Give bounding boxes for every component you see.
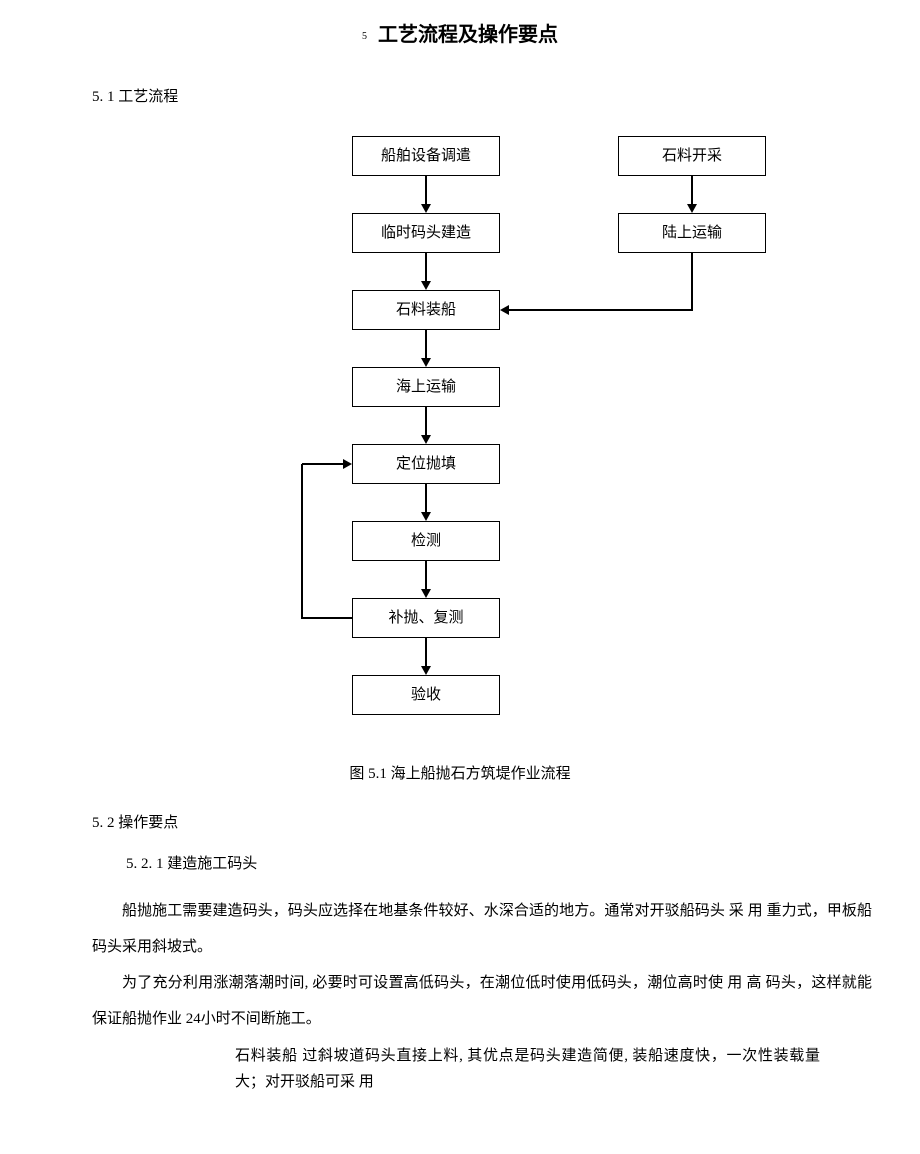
section-5-2-heading: 5. 2 操作要点 — [92, 811, 920, 832]
paragraph-1: 船抛施工需要建造码头，码头应选择在地基条件较好、水深合适的地方。通常对开驳船码头… — [92, 893, 872, 965]
section-5-2-1-heading: 5. 2. 1 建造施工码头 — [126, 852, 920, 873]
flowchart-line — [425, 330, 427, 359]
flowchart-node-n1: 船舶设备调遣 — [352, 136, 500, 176]
section-5-1-heading: 5. 1 工艺流程 — [92, 85, 920, 106]
arrow-down-icon — [421, 281, 431, 290]
arrow-down-icon — [421, 358, 431, 367]
flowchart-node-n4: 陆上运输 — [618, 213, 766, 253]
flowchart-node-n10: 验收 — [352, 675, 500, 715]
arrow-down-icon — [421, 204, 431, 213]
flowchart-line — [302, 463, 344, 465]
flowchart-figure: 船舶设备调遣 石料开采临时码头建造 陆上运输石料装船海上运输定位抛填检测补抛、复测验… — [0, 126, 920, 756]
flowchart-line — [301, 464, 303, 619]
flowchart-line — [425, 561, 427, 590]
flowchart-node-n8: 检测 — [352, 521, 500, 561]
arrow-down-icon — [421, 435, 431, 444]
title-text: 工艺流程及操作要点 — [378, 24, 558, 46]
flowchart-line — [425, 484, 427, 513]
page-title: 5 工艺流程及操作要点 — [0, 0, 920, 57]
flowchart-node-n2: 石料开采 — [618, 136, 766, 176]
flowchart-node-n7: 定位抛填 — [352, 444, 500, 484]
title-number: 5 — [362, 31, 367, 42]
arrow-left-icon — [500, 305, 509, 315]
flowchart-line — [425, 407, 427, 436]
arrow-down-icon — [421, 512, 431, 521]
arrow-down-icon — [421, 589, 431, 598]
paragraph-2: 为了充分利用涨潮落潮时间, 必要时可设置高低码头，在潮位低时使用低码头，潮位高时… — [92, 965, 872, 1037]
flowchart-node-n6: 海上运输 — [352, 367, 500, 407]
flowchart-line — [425, 176, 427, 205]
flowchart-line — [691, 253, 693, 310]
arrow-right-icon — [343, 459, 352, 469]
arrow-down-icon — [687, 204, 697, 213]
arrow-down-icon — [421, 666, 431, 675]
flowchart-node-n9: 补抛、复测 — [352, 598, 500, 638]
flowchart-line — [508, 309, 693, 311]
flowchart-line — [425, 253, 427, 282]
paragraph-3: 石料装船 过斜坡道码头直接上料, 其优点是码头建造简便, 装船速度快，一次性装载… — [235, 1043, 820, 1096]
flowchart-node-n5: 石料装船 — [352, 290, 500, 330]
flowchart-line — [302, 617, 352, 619]
flowchart-line — [425, 638, 427, 667]
flowchart-node-n3: 临时码头建造 — [352, 213, 500, 253]
flowchart-line — [691, 176, 693, 205]
figure-caption: 图 5.1 海上船抛石方筑堤作业流程 — [0, 762, 920, 783]
